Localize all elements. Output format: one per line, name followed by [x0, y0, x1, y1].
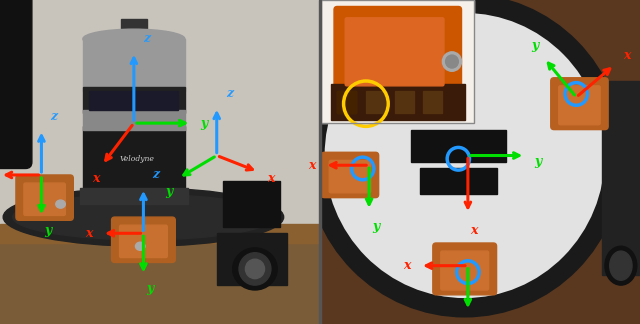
- Text: y: y: [534, 156, 541, 168]
- FancyBboxPatch shape: [345, 18, 444, 86]
- Text: z: z: [51, 110, 58, 123]
- FancyBboxPatch shape: [0, 0, 32, 168]
- FancyBboxPatch shape: [120, 225, 167, 258]
- Ellipse shape: [442, 52, 461, 71]
- Text: y: y: [470, 321, 478, 324]
- Bar: [410, 130, 506, 162]
- Ellipse shape: [56, 200, 65, 208]
- Bar: [223, 181, 280, 227]
- Ellipse shape: [610, 251, 632, 280]
- Bar: [89, 91, 179, 110]
- Ellipse shape: [605, 246, 637, 285]
- FancyBboxPatch shape: [321, 152, 379, 198]
- Text: y: y: [165, 185, 173, 198]
- Bar: [83, 87, 185, 113]
- Text: y: y: [531, 39, 538, 52]
- Bar: [321, 0, 474, 123]
- Text: z: z: [143, 32, 150, 45]
- Text: x: x: [92, 172, 99, 185]
- Bar: [0, 224, 319, 243]
- Text: y: y: [372, 220, 379, 233]
- Text: x: x: [308, 159, 316, 172]
- Bar: [602, 81, 640, 275]
- Bar: [0, 0, 319, 233]
- Bar: [331, 84, 465, 120]
- Bar: [79, 188, 188, 204]
- Bar: [395, 91, 413, 113]
- Bar: [83, 39, 185, 91]
- FancyBboxPatch shape: [16, 175, 74, 220]
- FancyBboxPatch shape: [433, 243, 497, 295]
- Ellipse shape: [239, 253, 271, 285]
- FancyBboxPatch shape: [334, 6, 461, 94]
- Text: Velodyne: Velodyne: [120, 155, 154, 163]
- Bar: [423, 91, 442, 113]
- FancyBboxPatch shape: [559, 86, 600, 125]
- Text: x: x: [623, 49, 631, 62]
- FancyBboxPatch shape: [24, 183, 65, 215]
- Text: x: x: [404, 259, 411, 272]
- Text: x: x: [267, 172, 275, 185]
- Bar: [337, 91, 356, 113]
- Bar: [337, 91, 356, 113]
- Ellipse shape: [136, 242, 145, 250]
- Ellipse shape: [83, 29, 185, 49]
- FancyBboxPatch shape: [329, 160, 371, 193]
- Bar: [321, 0, 474, 123]
- Ellipse shape: [233, 248, 277, 290]
- Text: x: x: [86, 227, 93, 240]
- Bar: [0, 233, 319, 324]
- Text: z: z: [226, 87, 233, 100]
- Text: y: y: [146, 282, 154, 295]
- Ellipse shape: [245, 259, 264, 279]
- Ellipse shape: [13, 194, 274, 240]
- Ellipse shape: [3, 188, 284, 246]
- Ellipse shape: [445, 55, 458, 68]
- FancyBboxPatch shape: [441, 251, 488, 290]
- Text: x: x: [470, 224, 478, 237]
- Text: y: y: [44, 224, 51, 237]
- FancyBboxPatch shape: [111, 217, 175, 262]
- Circle shape: [315, 3, 614, 308]
- Bar: [83, 110, 185, 130]
- Bar: [83, 126, 185, 194]
- Bar: [217, 233, 287, 285]
- Bar: [366, 91, 385, 113]
- Text: y: y: [200, 117, 207, 130]
- Bar: [121, 19, 147, 39]
- FancyBboxPatch shape: [551, 78, 608, 130]
- Text: z: z: [152, 168, 160, 181]
- Bar: [420, 168, 497, 194]
